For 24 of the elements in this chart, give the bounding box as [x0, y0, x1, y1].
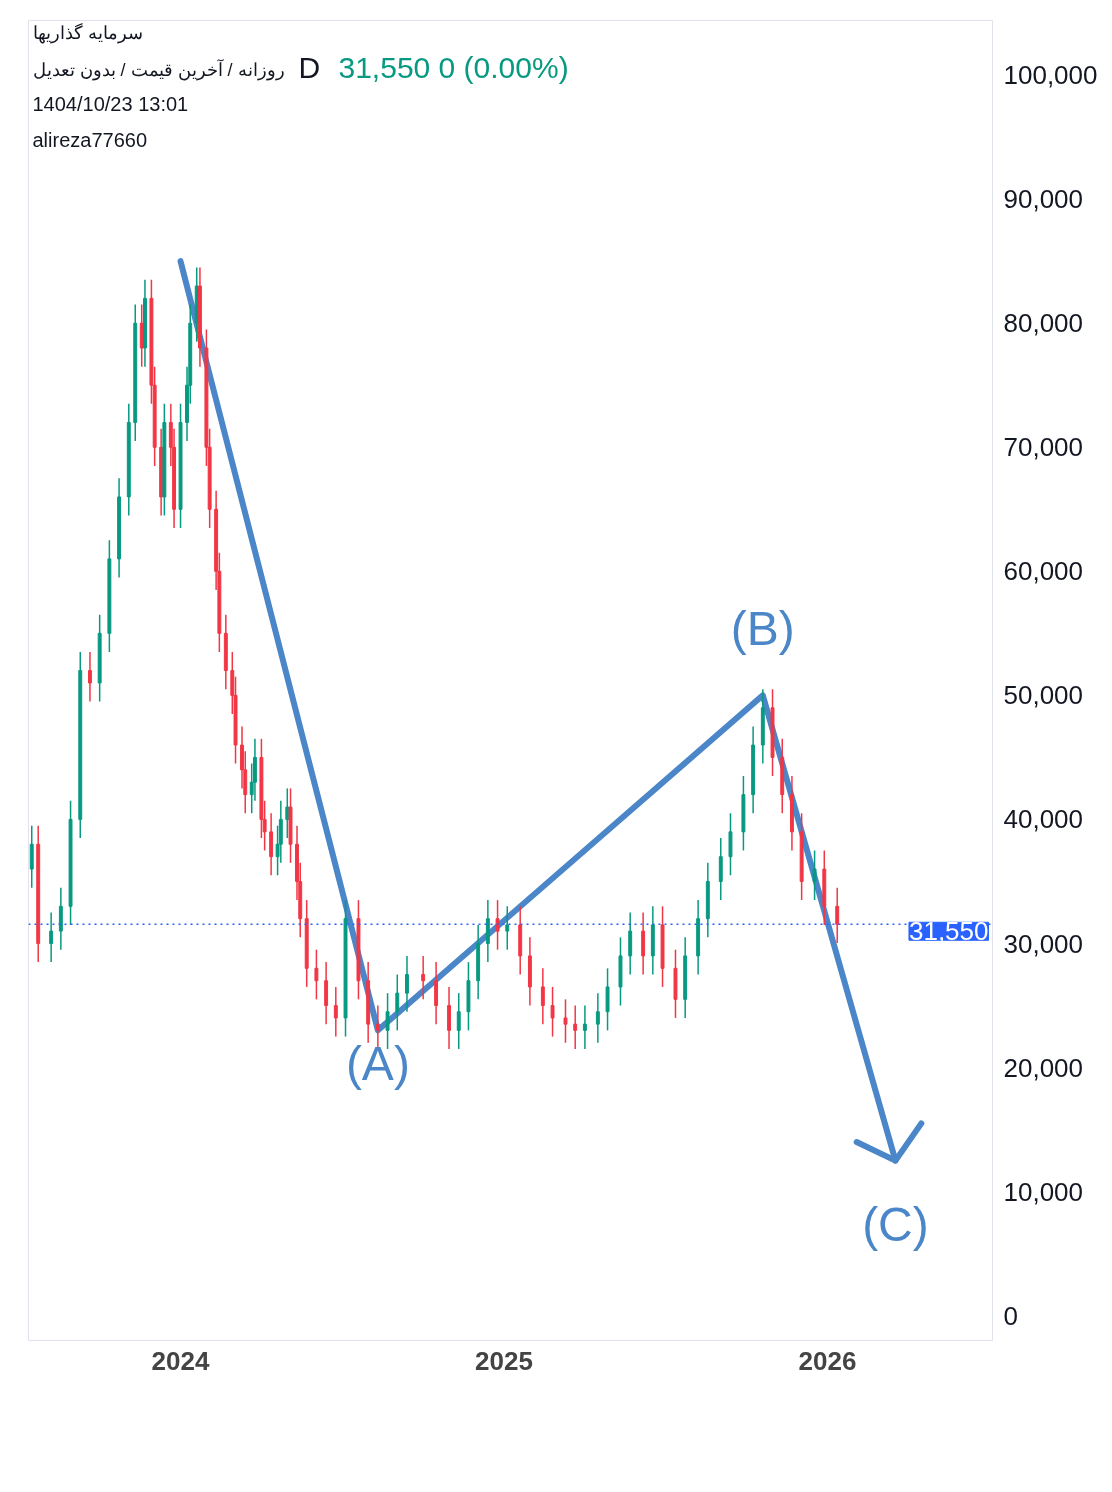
annotation: alireza77660	[32, 128, 148, 151]
annotation: سرمایه گذاریها	[32, 21, 143, 44]
y-tick-label: 30,000	[1003, 928, 1084, 959]
y-tick-label: 70,000	[1003, 432, 1084, 463]
y-tick-label: 100,000	[1003, 60, 1098, 91]
ref-line-label: 31,550	[908, 916, 989, 947]
annotation: (C)	[862, 1197, 929, 1251]
y-tick-label: 90,000	[1003, 184, 1084, 215]
y-tick-label: 0	[1003, 1300, 1018, 1331]
annotation: (A)	[345, 1037, 410, 1091]
y-tick-label: 10,000	[1003, 1176, 1084, 1207]
y-tick-label: 20,000	[1003, 1052, 1084, 1083]
y-tick-label: 50,000	[1003, 680, 1084, 711]
annotation: (B)	[730, 602, 795, 656]
y-tick-label: 80,000	[1003, 308, 1084, 339]
y-tick-label: 40,000	[1003, 804, 1084, 835]
y-tick-label: 60,000	[1003, 556, 1084, 587]
text: D	[298, 50, 321, 84]
x-tick-label: 2024	[151, 1345, 210, 1376]
annotation: روزانه / آخرین قیمت / بدون تعدیل	[32, 59, 285, 82]
x-tick-label: 2025	[475, 1345, 533, 1376]
text: 31,550 0 (0.00%)	[338, 50, 569, 84]
x-tick-label: 2026	[798, 1345, 857, 1376]
annotation: 1404/10/23 13:01	[32, 92, 189, 115]
